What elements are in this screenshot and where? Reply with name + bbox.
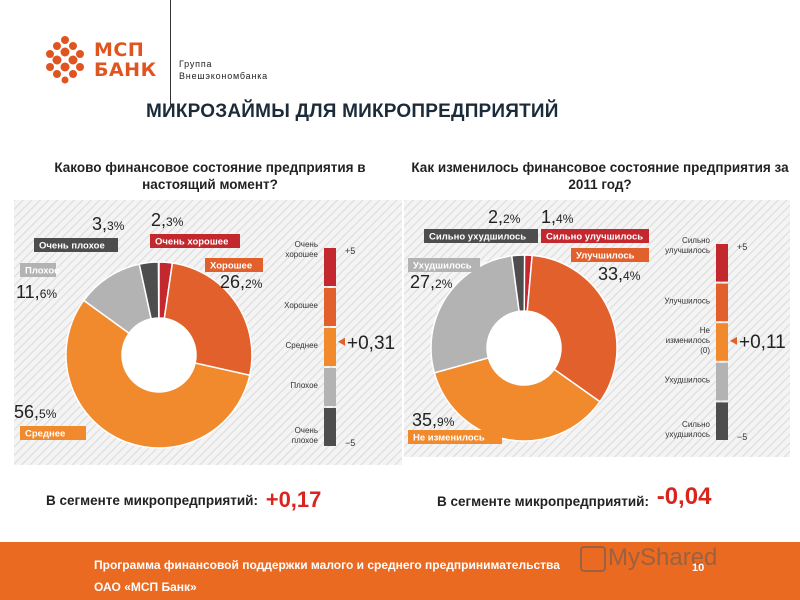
chart-left-title: Каково финансовое состояние предприятия … (54, 160, 366, 192)
page-title: МИКРОЗАЙМЫ ДЛЯ МИКРОПРЕДПРИЯТИЙ (146, 101, 559, 122)
segment-summary-left: В сегменте микропредприятий: +0,17 (46, 485, 322, 512)
slice-label-group: Сильно улучшилось 1,4% (541, 207, 649, 243)
logo-wordmark: МСП БАНК (94, 40, 157, 80)
logo-line-1: МСП (94, 39, 145, 61)
scale-bottom-label: −5 (737, 432, 747, 442)
slice-tag (20, 426, 86, 440)
footer-bar: Программа финансовой поддержки малого и … (0, 542, 800, 600)
footer-company: ОАО «МСП Банк» (94, 580, 197, 594)
scale-segment (324, 328, 336, 366)
chart-right-title: Как изменилось финансовое состояние пред… (411, 160, 789, 192)
slice-tag-label: Сильно ухудшилось (429, 232, 526, 243)
slice-tag-label: Не изменилось (413, 433, 485, 444)
slice-tag-label: Сильно улучшилось (546, 232, 643, 243)
group-line-2: Внешэкономбанка (179, 71, 268, 81)
slice-tag-label: Среднее (25, 429, 65, 440)
scale-label: Очень плохое (292, 426, 319, 445)
slice-tag-label: Хорошее (210, 261, 252, 272)
scale-segment (324, 368, 336, 406)
scale-label: Улучшилось (664, 296, 710, 305)
scale-label: Хорошее (284, 301, 318, 310)
slice-tag (34, 238, 118, 252)
slice-tag (424, 229, 538, 243)
page-number: 10 (692, 562, 705, 574)
scale-segment (324, 248, 336, 286)
header-divider (170, 0, 171, 105)
scale-label: Не изменилось (0) (666, 326, 711, 355)
segment-value: -0,04 (656, 483, 712, 510)
chart-left-panel: Очень хорошее 2,3% Хорошее 26,2% Среднее 56,5… (14, 200, 402, 465)
donut-hole (487, 311, 561, 385)
footer-program: Программа финансовой поддержки малого и … (94, 558, 560, 572)
slice-percent: 11,6% (16, 282, 57, 302)
index-marker-icon (338, 337, 345, 346)
scale-segment (716, 402, 728, 440)
scale-label: Ухудшилось (665, 376, 710, 385)
slice-tag (20, 263, 56, 277)
slice-tag (541, 229, 649, 243)
chart-right-panel: Сильно улучшилось 1,4% Улучшилось 33,4% Не и… (404, 200, 790, 457)
slice-percent: 26,2% (220, 272, 263, 292)
index-value: +0,31 (347, 333, 395, 354)
slice-tag (408, 430, 502, 444)
slice-label-group: Улучшилось 33,4% (571, 248, 649, 284)
group-caption: Группа Внешэкономбанка (179, 58, 268, 82)
slice-percent: 2,2% (488, 207, 521, 227)
scale-segment (324, 288, 336, 326)
scale-segment (324, 408, 336, 446)
scale-label: Плохое (290, 381, 318, 390)
slice-tag (408, 258, 480, 272)
segment-summary-right: В сегменте микропредприятий: -0,04 (437, 483, 712, 513)
slice-tag-label: Очень хорошее (155, 237, 228, 248)
slice-percent: 35,9% (412, 410, 455, 430)
chart-right-svg: Сильно улучшилось 1,4% Улучшилось 33,4% Не и… (404, 200, 790, 457)
segment-value: +0,17 (265, 487, 322, 512)
slice-label-group: Не изменилось 35,9% (408, 410, 502, 444)
scale-label: Сильно улучшилось (665, 236, 710, 255)
slice-tag-label: Улучшилось (576, 251, 635, 262)
slice-tag-label: Очень плохое (39, 241, 105, 252)
slice-label-group: Очень плохое 3,3% (34, 214, 125, 252)
scale-top-label: +5 (737, 242, 747, 252)
slice-tag-label: Ухудшилось (413, 261, 472, 272)
scale-label: Сильно ухудшилось (665, 420, 710, 439)
scale-bottom-label: −5 (345, 438, 355, 448)
brand-header: МСП БАНК (44, 30, 304, 100)
scale-segment (716, 244, 728, 282)
scale-top-label: +5 (345, 246, 355, 256)
scale-segment (716, 283, 728, 322)
scale-segment (716, 323, 728, 361)
slice-tag (150, 234, 240, 248)
watermark-text: MyShared (608, 544, 718, 571)
scale-label: Среднее (286, 341, 319, 350)
logo-line-2: БАНК (94, 59, 157, 81)
slice-percent: 1,4% (541, 207, 574, 227)
chart-left-svg: Очень хорошее2,3%Хорошее26,2%Среднее56,5… (14, 200, 402, 465)
slice-tag (205, 258, 263, 272)
slice-percent: 2,3% (151, 210, 184, 230)
scale-label: Очень хорошее (285, 240, 318, 259)
index-marker-icon (730, 336, 737, 345)
watermark-icon (580, 546, 606, 572)
segment-label: В сегменте микропредприятий: (437, 494, 649, 509)
slice-percent: 33,4% (598, 264, 641, 284)
slice-label-group: Плохое 11,6% (16, 263, 59, 302)
group-line-1: Группа (179, 59, 213, 69)
msp-bank-logo-icon (46, 36, 84, 84)
slice-tag (571, 248, 649, 262)
slice-percent: 56,5% (14, 402, 57, 422)
slice-tag-label: Плохое (25, 266, 59, 277)
donut-hole (122, 318, 196, 392)
slice-label-group: Среднее 56,5% (14, 402, 86, 440)
scale-segment (716, 362, 728, 401)
slice-percent: 3,3% (92, 214, 125, 234)
segment-label: В сегменте микропредприятий: (46, 493, 258, 508)
slice-label-group: Очень хорошее 2,3% (150, 210, 240, 248)
slice-percent: 27,2% (410, 272, 453, 292)
index-value: +0,11 (739, 332, 786, 353)
slice-label-group: Сильно ухудшилось 2,2% (424, 207, 538, 243)
